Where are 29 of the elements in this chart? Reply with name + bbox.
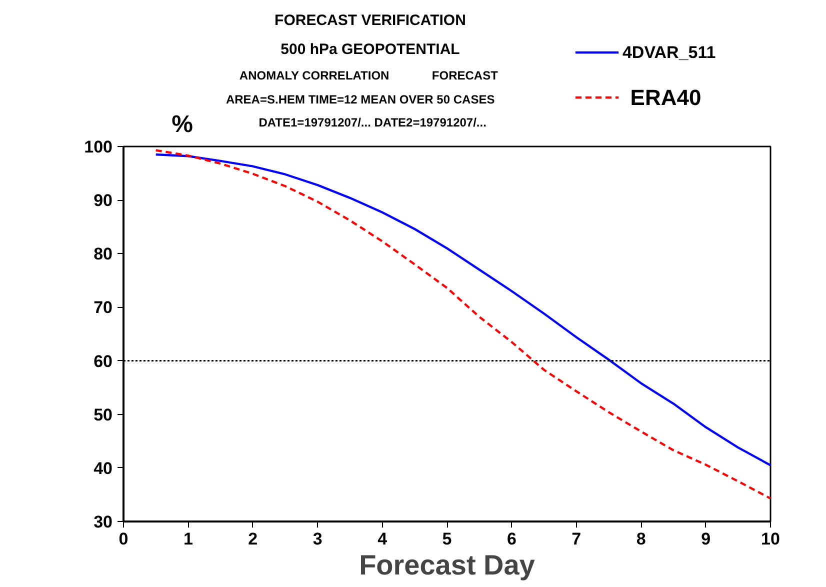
text: FORECAST <box>432 68 499 82</box>
text: DATE1=19791207/... DATE2=19791207/... <box>258 116 486 130</box>
x-tick-label: 4 <box>378 530 388 548</box>
y-tick-label: 40 <box>94 458 113 478</box>
x-tick-label: 6 <box>506 530 516 548</box>
x-tick-label: 0 <box>118 530 128 548</box>
y-axis-title: % <box>172 111 193 138</box>
chart-subtitle: 500 hPa GEOPOTENTIAL <box>280 41 460 58</box>
x-tick-label: 5 <box>442 530 452 548</box>
y-tick-label: 90 <box>94 191 113 210</box>
x-tick-label: 2 <box>248 530 258 548</box>
x-tick-label: 3 <box>312 530 322 548</box>
x-tick-label: 1 <box>183 530 193 548</box>
x-tick-label: 7 <box>572 530 582 548</box>
y-tick-label: 50 <box>94 405 113 424</box>
y-tick-label: 70 <box>94 298 113 318</box>
y-tick-label: 100 <box>84 138 113 156</box>
text: AREA=S.HEM TIME=12 MEAN OVER 50 CASES <box>226 92 495 106</box>
y-tick-label: 60 <box>94 352 113 371</box>
x-tick-label: 9 <box>701 530 711 548</box>
legend-label: 4DVAR_511 <box>622 43 716 62</box>
y-tick-label: 80 <box>94 244 113 264</box>
x-tick-label: 8 <box>636 530 646 548</box>
chart-title: FORECAST VERIFICATION <box>274 12 466 29</box>
text: ANOMALY CORRELATION <box>239 68 390 82</box>
legend-label: ERA40 <box>630 85 702 110</box>
x-axis-title: Forecast Day <box>359 550 536 580</box>
x-tick-label: 10 <box>761 530 780 548</box>
y-tick-label: 30 <box>94 512 113 532</box>
